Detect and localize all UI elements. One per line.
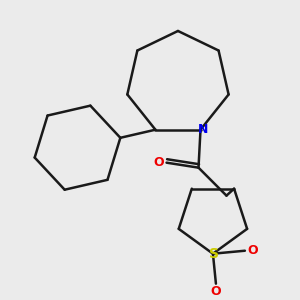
- Text: O: O: [211, 285, 221, 298]
- Text: O: O: [153, 156, 164, 169]
- Text: S: S: [209, 247, 219, 261]
- Text: N: N: [198, 123, 209, 136]
- Text: O: O: [248, 244, 258, 257]
